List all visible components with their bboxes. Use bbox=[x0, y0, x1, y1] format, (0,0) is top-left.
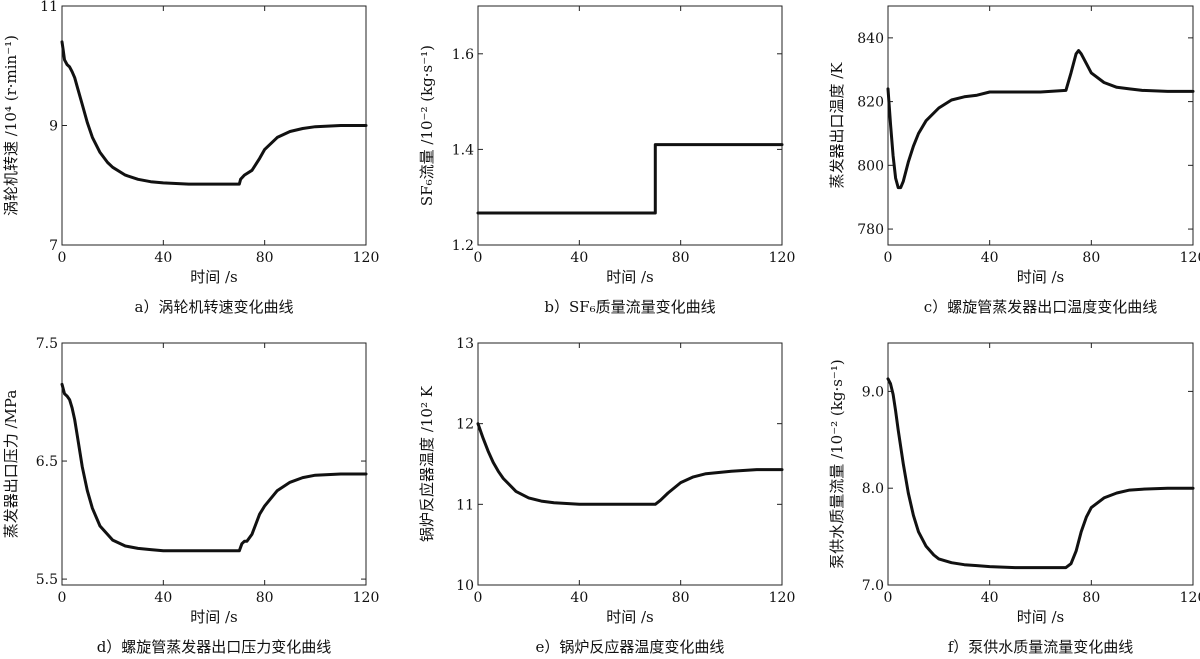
series-line-d bbox=[60, 382, 368, 553]
y-tick-label: 800 bbox=[857, 158, 884, 174]
chart-caption: a）涡轮机转速变化曲线 bbox=[135, 298, 294, 316]
x-tick-label: 120 bbox=[1180, 250, 1200, 266]
x-tick-label: 120 bbox=[769, 250, 796, 266]
plot-frame bbox=[477, 5, 783, 246]
x-tick-label: 0 bbox=[58, 590, 67, 606]
y-axis-label: 蒸发器出口温度 /K bbox=[828, 62, 846, 189]
x-tick-label: 0 bbox=[884, 590, 893, 606]
x-tick-label: 40 bbox=[154, 250, 172, 266]
x-tick-label: 120 bbox=[353, 250, 380, 266]
x-tick-label: 80 bbox=[672, 590, 690, 606]
y-tick-label: 12 bbox=[456, 417, 474, 433]
x-tick-label: 40 bbox=[981, 590, 999, 606]
x-tick-label: 80 bbox=[256, 590, 274, 606]
y-tick-label: 9 bbox=[49, 119, 58, 135]
x-tick-label: 80 bbox=[256, 250, 274, 266]
y-tick-label: 840 bbox=[857, 31, 884, 47]
x-tick-label: 80 bbox=[1082, 590, 1100, 606]
y-tick-label: 820 bbox=[857, 95, 884, 111]
x-tick-label: 120 bbox=[1180, 590, 1200, 606]
y-tick-label: 11 bbox=[40, 0, 58, 15]
series-line-f bbox=[886, 377, 1195, 570]
x-axis-label: 时间 /s bbox=[190, 608, 238, 626]
y-axis-label: SF₆流量 /10⁻² (kg·s⁻¹) bbox=[418, 45, 436, 206]
x-tick-label: 40 bbox=[570, 250, 588, 266]
chart-caption: e）锅炉反应器温度变化曲线 bbox=[536, 638, 725, 656]
chart-panel-b: 0 40 80 120 1.2 1.4 1.6 时间 /s SF₆流量 /10⁻² (kg·s⁻… bbox=[418, 5, 796, 316]
chart-panel-f: 0 40 80 120 7.0 8.0 9.0 时间 /s 泵供水质量流量 /10⁻² (kg·… bbox=[828, 342, 1200, 656]
y-tick-label: 1.2 bbox=[452, 238, 474, 254]
x-tick-label: 40 bbox=[154, 590, 172, 606]
x-tick-label: 40 bbox=[981, 250, 999, 266]
x-tick-label: 80 bbox=[1082, 250, 1100, 266]
x-tick-label: 120 bbox=[353, 590, 380, 606]
series-line-e bbox=[476, 422, 784, 506]
y-axis-label: 涡轮机转速 /10⁴ (r·min⁻¹) bbox=[2, 35, 20, 216]
y-tick-label: 780 bbox=[857, 222, 884, 238]
y-tick-label: 7.0 bbox=[862, 578, 884, 594]
y-tick-label: 7.5 bbox=[36, 336, 58, 352]
series-line-c bbox=[886, 49, 1195, 190]
y-axis-label: 蒸发器出口压力 /MPa bbox=[2, 390, 20, 539]
x-tick-label: 80 bbox=[672, 250, 690, 266]
y-tick-label: 1.6 bbox=[452, 47, 474, 63]
chart-panel-a: 0 40 80 120 7 9 11 时间 /s 涡轮机转速 /10⁴ (r·min⁻¹) a）涡… bbox=[2, 0, 379, 316]
series-line-a bbox=[60, 40, 368, 186]
y-tick-label: 9.0 bbox=[862, 384, 884, 400]
plot-frame bbox=[477, 342, 783, 586]
y-tick-label: 11 bbox=[456, 497, 474, 513]
chart-panel-c: 0 40 80 120 780 800 820 840 时间 /s 蒸发器出口温度 /K c）螺旋管… bbox=[828, 5, 1200, 316]
x-tick-label: 0 bbox=[884, 250, 893, 266]
y-tick-label: 8.0 bbox=[862, 481, 884, 497]
y-tick-label: 13 bbox=[456, 336, 474, 352]
x-axis-label: 时间 /s bbox=[190, 268, 238, 286]
x-axis-label: 时间 /s bbox=[1017, 268, 1065, 286]
x-tick-label: 0 bbox=[474, 590, 483, 606]
y-tick-label: 5.5 bbox=[36, 572, 58, 588]
x-tick-label: 40 bbox=[570, 590, 588, 606]
x-axis-label: 时间 /s bbox=[1017, 608, 1065, 626]
y-tick-label: 1.4 bbox=[452, 142, 474, 158]
x-tick-label: 0 bbox=[474, 250, 483, 266]
plot-frame bbox=[887, 5, 1194, 246]
x-tick-label: 0 bbox=[58, 250, 67, 266]
x-tick-label: 120 bbox=[769, 590, 796, 606]
y-tick-label: 7 bbox=[49, 238, 58, 254]
x-axis-label: 时间 /s bbox=[606, 268, 654, 286]
plot-frame bbox=[61, 342, 367, 586]
y-tick-label: 6.5 bbox=[36, 454, 58, 470]
y-axis-label: 锅炉反应器温度 /10² K bbox=[418, 385, 436, 542]
chart-panel-e: 0 40 80 120 10 11 12 13 时间 /s 锅炉反应器温度 /10² K e）锅炉反… bbox=[418, 336, 795, 656]
plot-frame bbox=[887, 342, 1194, 586]
y-axis-label: 泵供水质量流量 /10⁻² (kg·s⁻¹) bbox=[828, 359, 846, 568]
y-tick-label: 10 bbox=[456, 578, 474, 594]
chart-caption: c）螺旋管蒸发器出口温度变化曲线 bbox=[924, 298, 1157, 316]
chart-caption: d）螺旋管蒸发器出口压力变化曲线 bbox=[97, 638, 332, 656]
chart-caption: f）泵供水质量流量变化曲线 bbox=[948, 638, 1134, 656]
chart-panel-d: 0 40 80 120 5.5 6.5 7.5 时间 /s 蒸发器出口压力 /MPa d）螺旋管蒸… bbox=[2, 336, 379, 656]
x-axis-label: 时间 /s bbox=[606, 608, 654, 626]
chart-caption: b）SF₆质量流量变化曲线 bbox=[544, 298, 715, 316]
series-line-b bbox=[476, 143, 784, 215]
